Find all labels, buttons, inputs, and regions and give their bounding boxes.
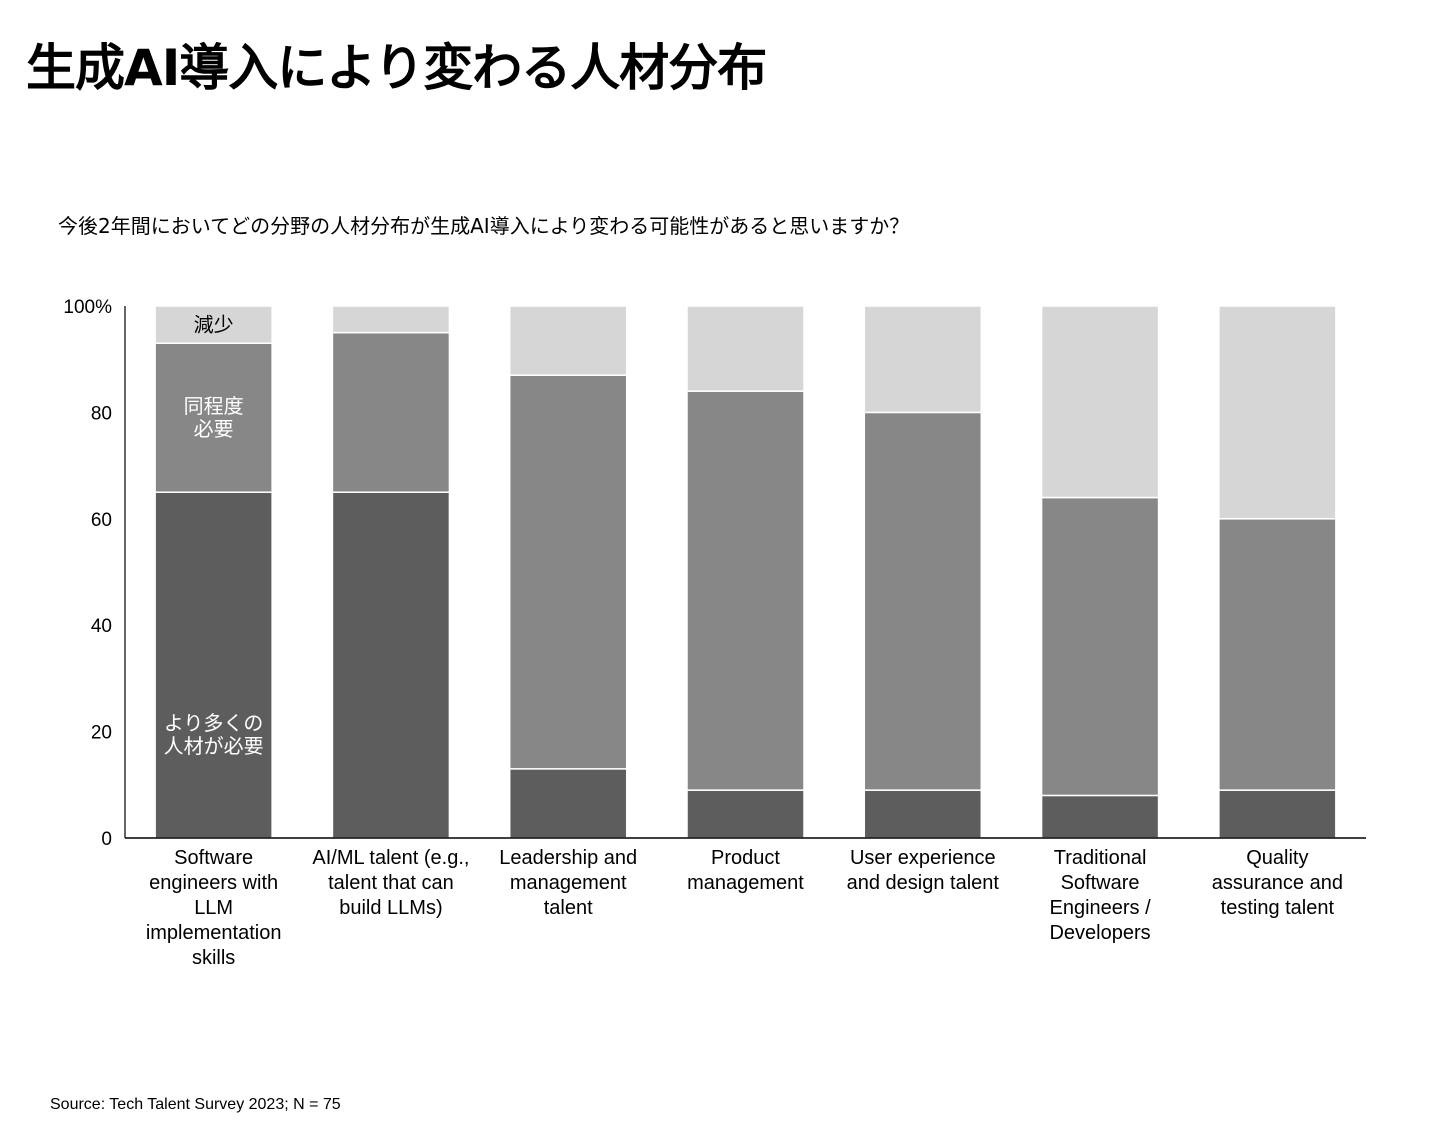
bar-segment <box>1040 794 1160 839</box>
bar-segment <box>863 411 983 791</box>
bar-segment <box>686 390 805 791</box>
category-label: Developers <box>1049 922 1150 944</box>
category-label: Traditional <box>1054 847 1147 869</box>
bar-segment <box>863 305 983 414</box>
segment-label: 人材が必要 <box>164 734 264 758</box>
bar-segment <box>686 305 805 392</box>
category-label: and design talent <box>847 872 1000 894</box>
bar-segment <box>331 331 451 493</box>
segment-label: 必要 <box>194 417 234 441</box>
category-label: User experience <box>850 847 996 869</box>
category-label: Engineers / <box>1049 897 1151 919</box>
category-label: AI/ML talent (e.g., <box>312 847 469 869</box>
bar-segment <box>331 491 451 839</box>
y-tick-label: 20 <box>91 723 112 744</box>
segment-label: より多くの <box>164 711 264 735</box>
bar-segment <box>1040 496 1160 797</box>
category-label: engineers with <box>149 872 278 894</box>
bar-segment <box>1040 305 1160 499</box>
bar-segment <box>1218 305 1337 520</box>
bar-segment <box>1218 789 1337 839</box>
y-tick-label: 40 <box>91 616 112 637</box>
category-label: Software <box>174 847 253 869</box>
page-title: 生成AI導入により変わる人材分布 <box>26 39 767 97</box>
category-label: management <box>510 872 627 894</box>
bar-segment <box>154 491 273 839</box>
source-note: Source: Tech Talent Survey 2023; N = 75 <box>50 1096 341 1113</box>
bar-segment <box>508 768 628 839</box>
bar-segment <box>508 374 628 770</box>
bar-segment <box>154 342 273 493</box>
bar-segment <box>1218 518 1337 791</box>
category-label: talent <box>544 897 593 919</box>
bar-segment <box>508 305 628 376</box>
category-label: testing talent <box>1221 897 1335 919</box>
y-tick-label: 100% <box>63 297 112 318</box>
category-label: skills <box>192 947 235 969</box>
bar-segment <box>686 789 805 839</box>
category-label: Software <box>1061 872 1140 894</box>
category-label: Leadership and <box>499 847 637 869</box>
y-tick-label: 0 <box>101 829 112 850</box>
category-label: implementation <box>146 922 282 944</box>
bar-segment <box>863 789 983 839</box>
bar-segment <box>331 305 451 334</box>
bar-segment <box>154 305 273 344</box>
segment-label: 同程度 <box>184 394 244 418</box>
category-label: Quality <box>1246 847 1308 869</box>
category-label: talent that can <box>328 872 454 894</box>
category-label: LLM <box>194 897 233 919</box>
category-label: management <box>687 872 804 894</box>
category-label: build LLMs) <box>339 897 442 919</box>
segment-label: 減少 <box>194 313 234 337</box>
category-label: assurance and <box>1212 872 1343 894</box>
category-label: Product <box>711 847 780 869</box>
y-tick-label: 80 <box>91 403 112 424</box>
y-tick-label: 60 <box>91 510 112 531</box>
chart-title: 今後2年間においてどの分野の人材分布が生成AI導入により変わる可能性があると思い… <box>58 214 910 238</box>
